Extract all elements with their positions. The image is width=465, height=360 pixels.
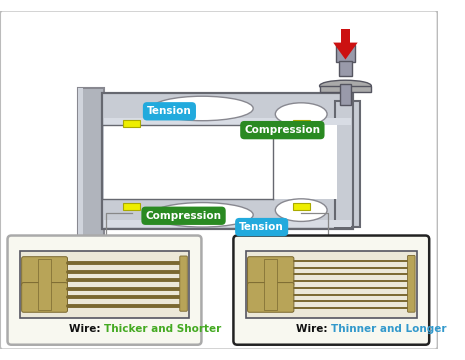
FancyBboxPatch shape	[180, 256, 187, 311]
Bar	[341, 30, 350, 46]
Ellipse shape	[275, 103, 327, 125]
Bar	[335, 101, 359, 227]
Bar	[293, 120, 310, 127]
Text: Tension: Tension	[239, 222, 284, 232]
Text: Compression: Compression	[146, 211, 221, 221]
Bar	[104, 125, 315, 199]
Bar	[20, 251, 189, 318]
Bar	[293, 203, 310, 210]
FancyBboxPatch shape	[22, 257, 67, 286]
FancyBboxPatch shape	[247, 257, 294, 286]
Bar	[104, 118, 351, 125]
FancyBboxPatch shape	[0, 10, 438, 350]
Bar	[336, 45, 355, 62]
Bar	[339, 62, 352, 76]
Bar	[102, 93, 353, 229]
Bar	[340, 84, 351, 105]
Bar	[104, 220, 351, 227]
Bar	[78, 88, 105, 237]
FancyBboxPatch shape	[247, 283, 294, 312]
Ellipse shape	[152, 96, 253, 121]
FancyBboxPatch shape	[407, 256, 415, 312]
Bar	[246, 251, 417, 318]
Text: Wire:: Wire:	[296, 324, 332, 334]
Bar	[273, 125, 337, 199]
Bar	[78, 88, 83, 237]
FancyBboxPatch shape	[22, 283, 67, 312]
Text: Tension: Tension	[147, 106, 192, 116]
Bar	[102, 93, 353, 229]
Polygon shape	[333, 42, 358, 59]
Text: Wire:: Wire:	[69, 324, 105, 334]
Ellipse shape	[152, 203, 253, 227]
Ellipse shape	[275, 199, 327, 221]
FancyBboxPatch shape	[233, 235, 429, 345]
Bar	[123, 203, 140, 210]
Text: Thicker and Shorter: Thicker and Shorter	[105, 324, 222, 334]
Text: Compression: Compression	[245, 125, 320, 135]
Bar	[264, 258, 277, 310]
Text: Thinner and Longer: Thinner and Longer	[332, 324, 447, 334]
Bar	[320, 86, 371, 91]
Ellipse shape	[319, 80, 372, 91]
FancyBboxPatch shape	[7, 235, 201, 345]
Bar	[123, 120, 140, 127]
Bar	[38, 258, 51, 310]
